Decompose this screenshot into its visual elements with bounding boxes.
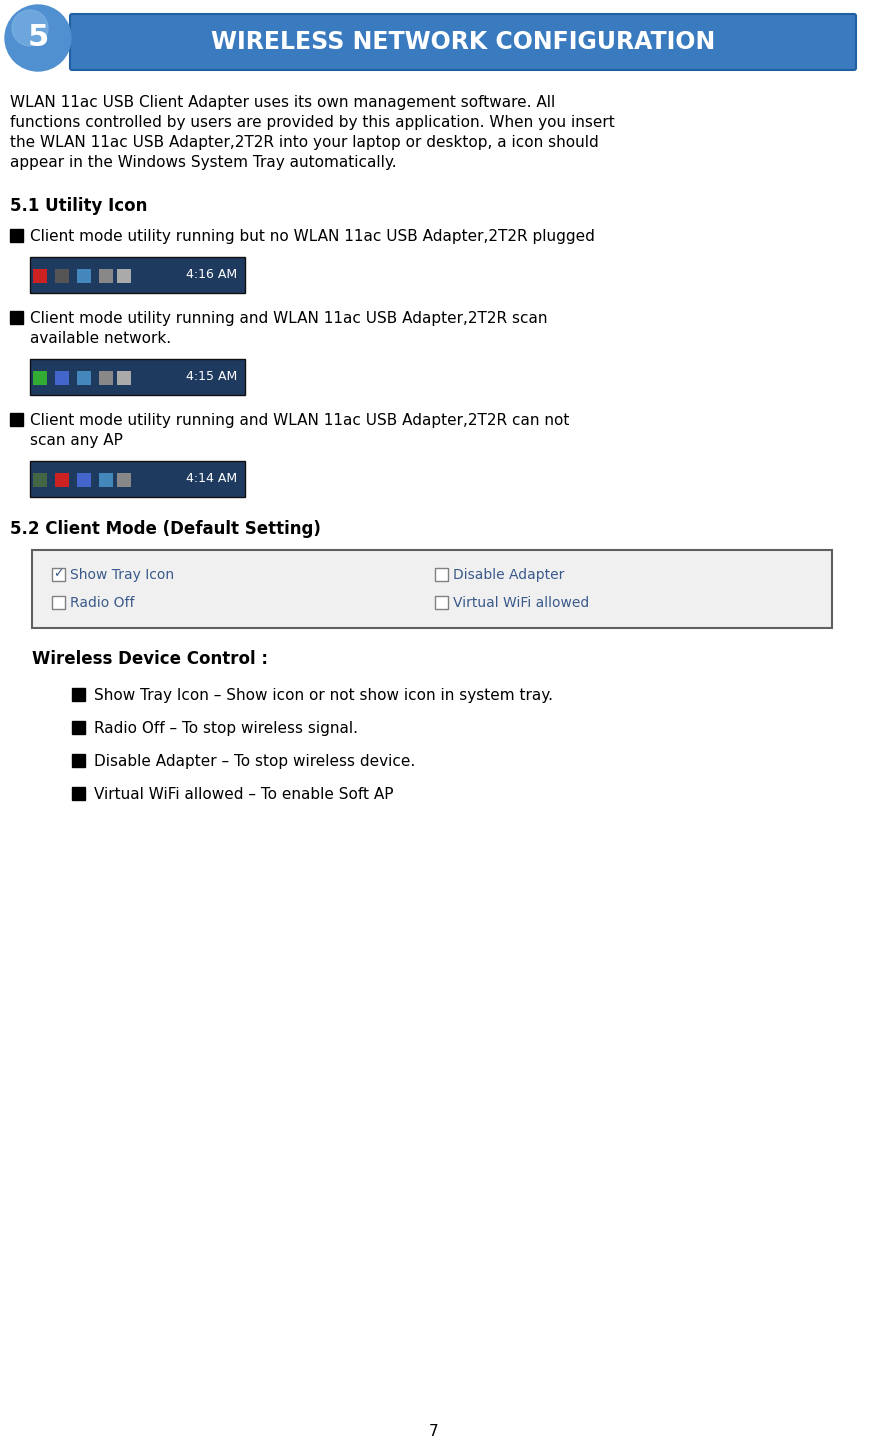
Text: Client mode utility running and WLAN 11ac USB Adapter,2T2R can not: Client mode utility running and WLAN 11a…	[30, 413, 569, 427]
FancyBboxPatch shape	[10, 413, 23, 426]
Text: Show Tray Icon – Show icon or not show icon in system tray.: Show Tray Icon – Show icon or not show i…	[94, 688, 553, 703]
Text: scan any AP: scan any AP	[30, 433, 123, 448]
FancyBboxPatch shape	[99, 472, 113, 487]
Text: Radio Off – To stop wireless signal.: Radio Off – To stop wireless signal.	[94, 722, 358, 736]
FancyBboxPatch shape	[117, 371, 131, 385]
Text: Disable Adapter – To stop wireless device.: Disable Adapter – To stop wireless devic…	[94, 753, 415, 769]
Text: available network.: available network.	[30, 330, 171, 346]
FancyBboxPatch shape	[117, 270, 131, 283]
FancyBboxPatch shape	[435, 568, 448, 581]
Text: ✓: ✓	[53, 568, 63, 581]
Text: functions controlled by users are provided by this application. When you insert: functions controlled by users are provid…	[10, 114, 614, 130]
FancyBboxPatch shape	[77, 472, 91, 487]
FancyBboxPatch shape	[30, 359, 245, 396]
Text: 4:16 AM: 4:16 AM	[186, 268, 237, 281]
Text: Client mode utility running and WLAN 11ac USB Adapter,2T2R scan: Client mode utility running and WLAN 11a…	[30, 312, 547, 326]
Text: Wireless Device Control :: Wireless Device Control :	[32, 651, 268, 668]
FancyBboxPatch shape	[72, 787, 85, 800]
Text: Show Tray Icon: Show Tray Icon	[70, 568, 174, 582]
Text: 4:14 AM: 4:14 AM	[186, 472, 237, 485]
FancyBboxPatch shape	[33, 270, 47, 283]
Text: WLAN 11ac USB Client Adapter uses its own management software. All: WLAN 11ac USB Client Adapter uses its ow…	[10, 96, 555, 110]
FancyBboxPatch shape	[55, 371, 69, 385]
FancyBboxPatch shape	[99, 371, 113, 385]
Text: appear in the Windows System Tray automatically.: appear in the Windows System Tray automa…	[10, 155, 396, 170]
Text: WIRELESS NETWORK CONFIGURATION: WIRELESS NETWORK CONFIGURATION	[211, 30, 715, 54]
FancyBboxPatch shape	[33, 472, 47, 487]
FancyBboxPatch shape	[70, 14, 856, 70]
FancyBboxPatch shape	[52, 596, 65, 609]
FancyBboxPatch shape	[117, 472, 131, 487]
Text: 5.1 Utility Icon: 5.1 Utility Icon	[10, 197, 148, 214]
Text: Virtual WiFi allowed – To enable Soft AP: Virtual WiFi allowed – To enable Soft AP	[94, 787, 394, 801]
Text: 5.2 Client Mode (Default Setting): 5.2 Client Mode (Default Setting)	[10, 520, 321, 538]
FancyBboxPatch shape	[72, 753, 85, 767]
FancyBboxPatch shape	[72, 722, 85, 735]
FancyBboxPatch shape	[32, 551, 832, 627]
FancyBboxPatch shape	[77, 371, 91, 385]
FancyBboxPatch shape	[99, 270, 113, 283]
Text: the WLAN 11ac USB Adapter,2T2R into your laptop or desktop, a icon should: the WLAN 11ac USB Adapter,2T2R into your…	[10, 135, 599, 151]
FancyBboxPatch shape	[55, 472, 69, 487]
Text: Radio Off: Radio Off	[70, 596, 135, 610]
FancyBboxPatch shape	[10, 229, 23, 242]
FancyBboxPatch shape	[435, 596, 448, 609]
FancyBboxPatch shape	[10, 312, 23, 325]
FancyBboxPatch shape	[30, 461, 245, 497]
Text: 4:15 AM: 4:15 AM	[186, 371, 237, 384]
Text: 7: 7	[429, 1424, 439, 1439]
Text: Virtual WiFi allowed: Virtual WiFi allowed	[453, 596, 589, 610]
Text: 5: 5	[28, 23, 49, 52]
Text: Disable Adapter: Disable Adapter	[453, 568, 564, 582]
Circle shape	[12, 10, 48, 46]
FancyBboxPatch shape	[52, 568, 65, 581]
FancyBboxPatch shape	[72, 688, 85, 701]
Circle shape	[5, 4, 71, 71]
FancyBboxPatch shape	[77, 270, 91, 283]
FancyBboxPatch shape	[55, 270, 69, 283]
Text: Client mode utility running but no WLAN 11ac USB Adapter,2T2R plugged: Client mode utility running but no WLAN …	[30, 229, 595, 243]
FancyBboxPatch shape	[33, 371, 47, 385]
FancyBboxPatch shape	[30, 256, 245, 293]
